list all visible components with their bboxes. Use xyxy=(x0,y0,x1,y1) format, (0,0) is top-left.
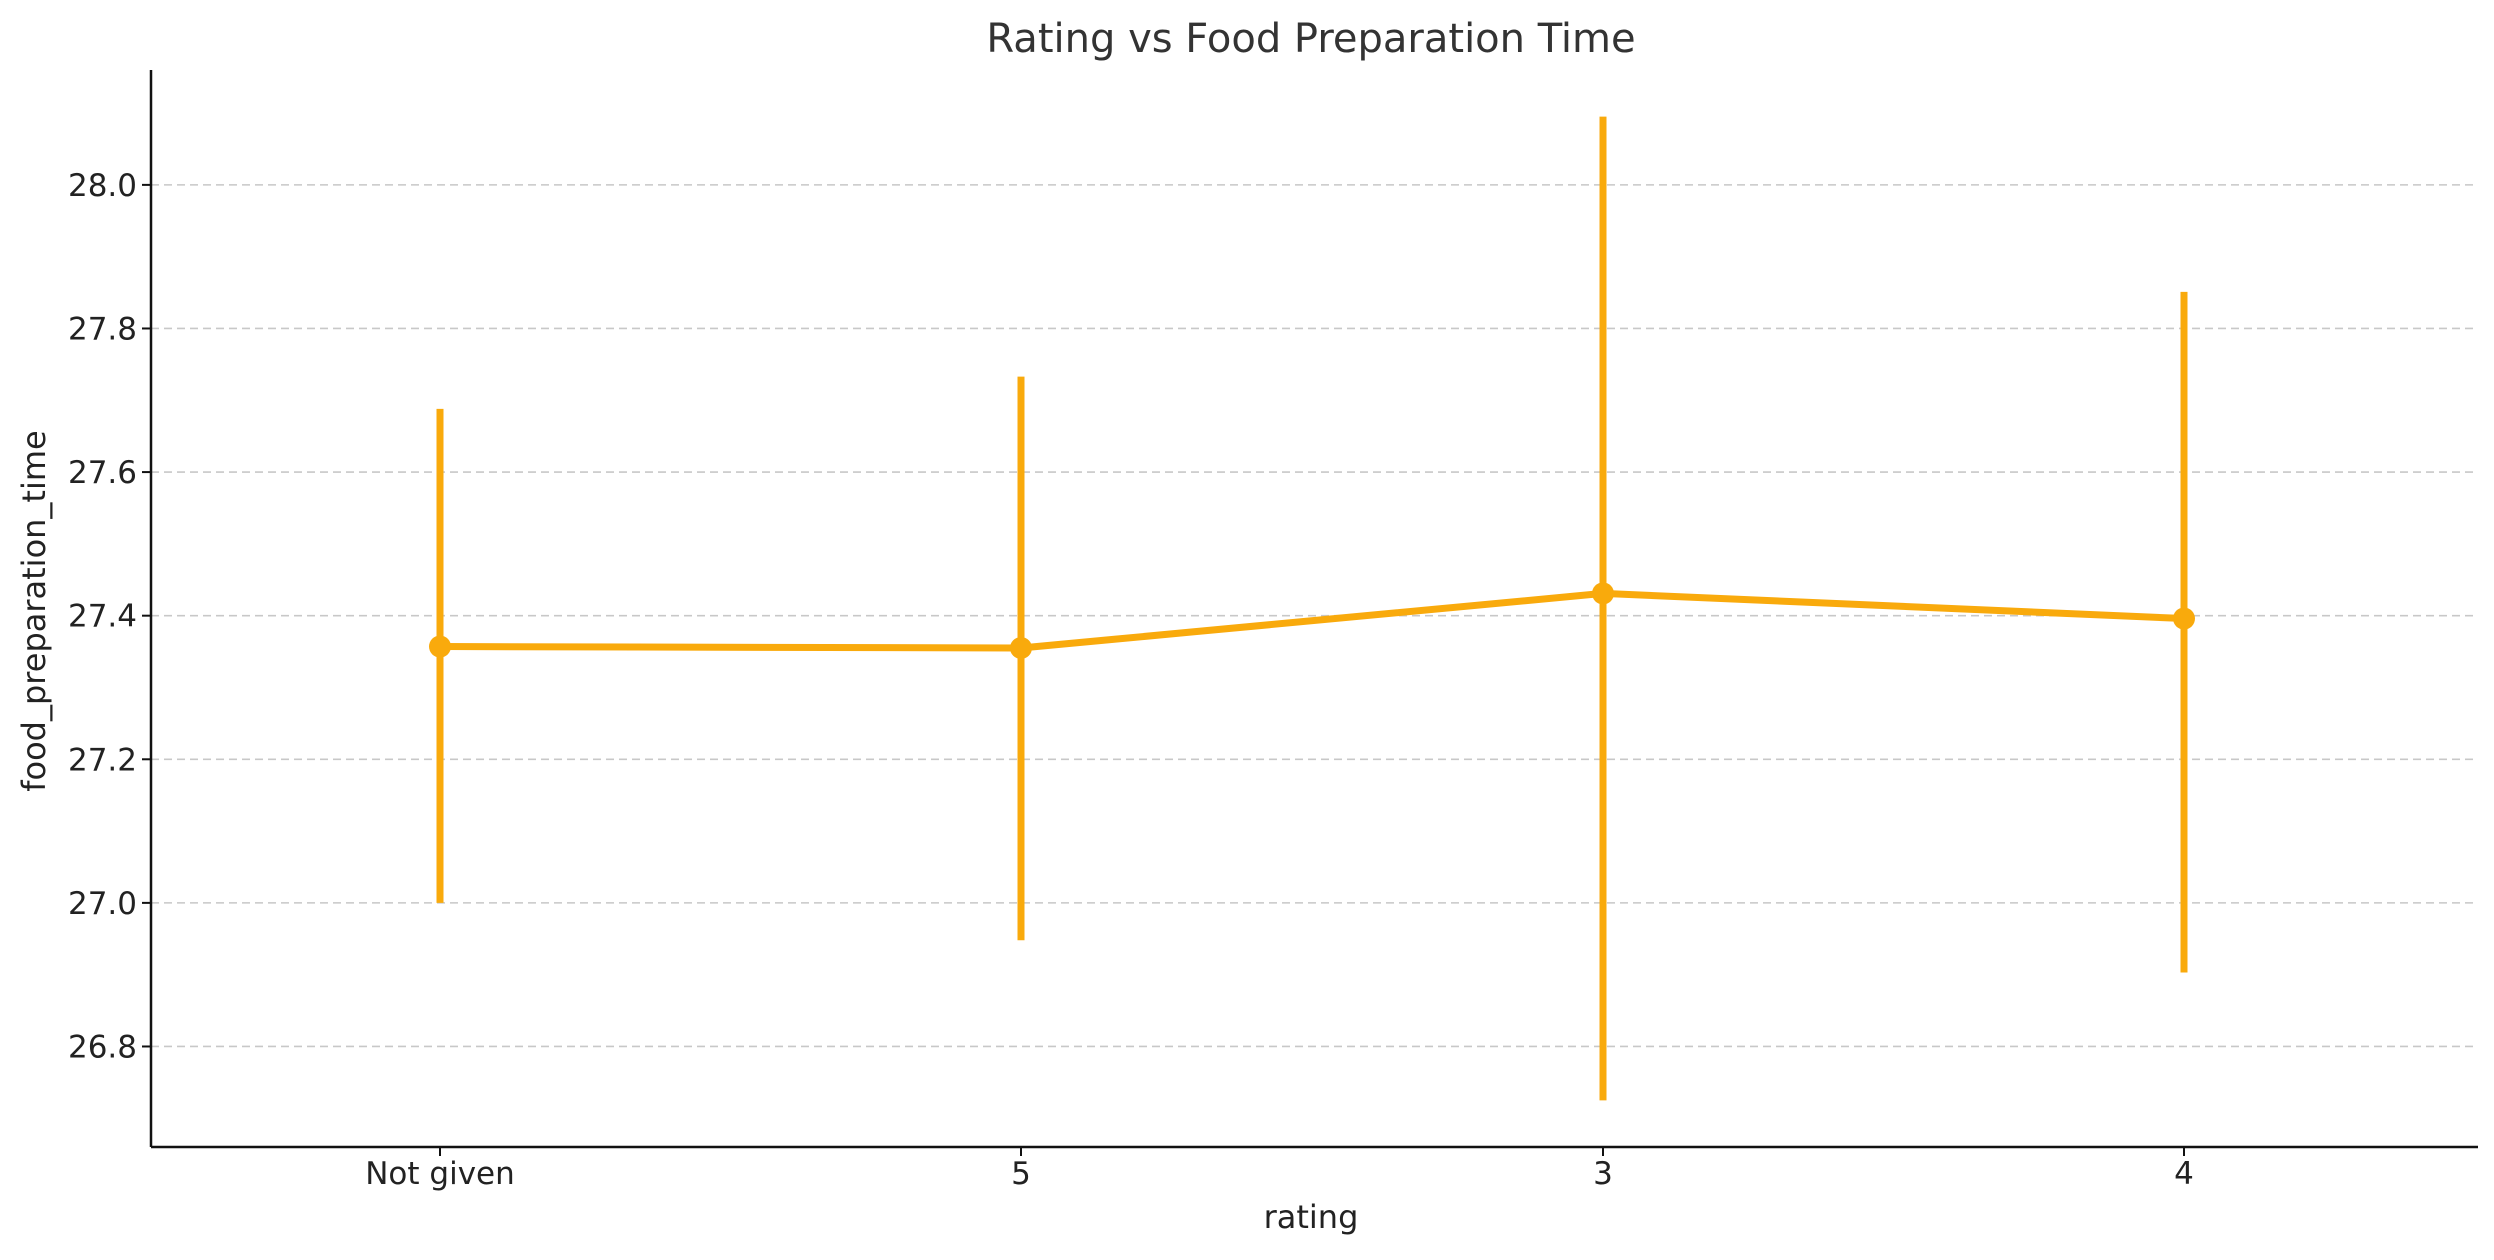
y-axis-label: food_preparation_time xyxy=(15,430,53,791)
x-tick-label: 5 xyxy=(1011,1156,1031,1192)
series-line-layer xyxy=(439,589,2185,652)
x-tick-label: Not given xyxy=(365,1156,515,1192)
y-tick-label: 27.2 xyxy=(68,742,137,778)
data-point xyxy=(429,635,451,658)
data-point xyxy=(1010,636,1032,659)
data-point xyxy=(2173,607,2195,630)
data-points xyxy=(429,582,2195,659)
series-line xyxy=(439,589,2185,652)
chart-title: Rating vs Food Preparation Time xyxy=(986,16,1635,62)
x-axis-ticks: Not given 5 3 4 xyxy=(365,1147,2194,1192)
x-axis-label: rating xyxy=(1264,1198,1359,1236)
y-tick-label: 27.8 xyxy=(68,311,137,347)
y-tick-label: 27.4 xyxy=(68,599,137,635)
x-tick-label: 4 xyxy=(2174,1156,2194,1192)
y-axis-ticks: 26.8 27.0 27.2 27.4 27.6 27.8 28.0 xyxy=(68,168,151,1065)
data-point xyxy=(1592,582,1614,605)
y-tick-label: 26.8 xyxy=(68,1029,137,1065)
axis-layer xyxy=(149,70,2478,1149)
y-tick-label: 27.6 xyxy=(68,455,137,491)
x-tick-label: 3 xyxy=(1593,1156,1613,1192)
y-tick-label: 28.0 xyxy=(68,168,137,204)
y-tick-label: 27.0 xyxy=(68,886,137,922)
